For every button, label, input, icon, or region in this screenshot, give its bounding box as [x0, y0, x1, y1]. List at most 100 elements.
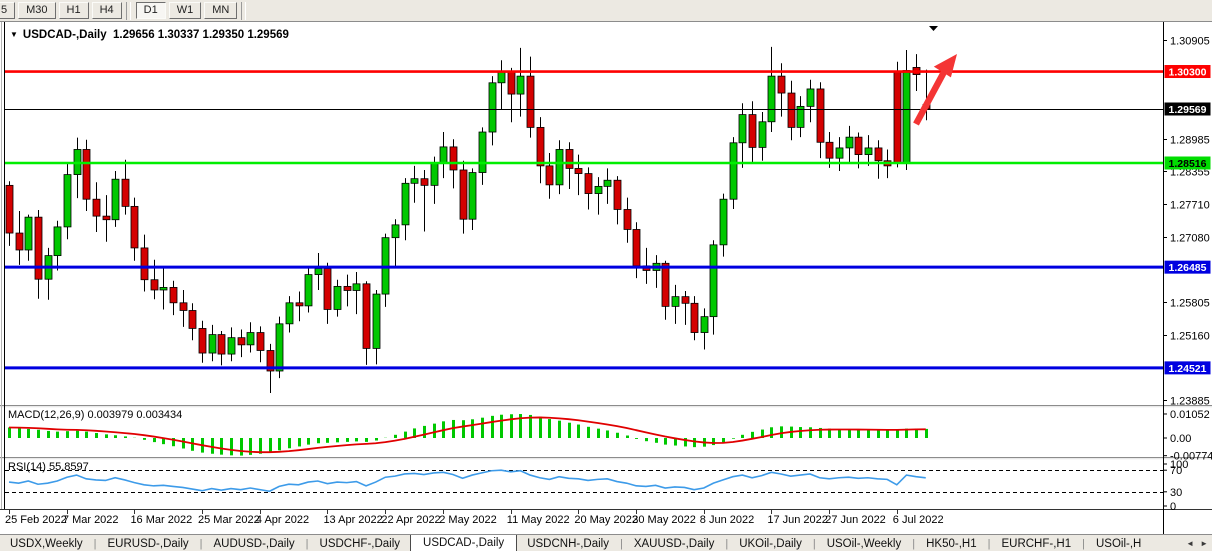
bear-candle — [874, 147, 883, 162]
bull-candle — [603, 179, 612, 187]
price-badge[interactable] — [1164, 156, 1211, 170]
date-label[interactable]: 25 Mar 2022 — [198, 514, 260, 526]
trend-arrow-shaft[interactable] — [913, 70, 947, 126]
bull-candle — [430, 162, 439, 186]
date-label[interactable]: 25 Feb 2022 — [5, 514, 67, 526]
bull-candle — [159, 287, 168, 291]
chart-symbol-label: USDCAD-,Daily — [22, 29, 107, 41]
tab-eurusd-daily[interactable]: EURUSD-,Daily — [107, 538, 189, 550]
date-label[interactable]: 7 Mar 2022 — [63, 514, 119, 526]
tab-ukoil-daily[interactable]: UKOil-,Daily — [739, 538, 802, 550]
tab-scroll-right-icon[interactable]: ► — [1200, 538, 1208, 548]
tab-usdcad-daily[interactable]: USDCAD-,Daily — [410, 535, 518, 551]
bear-candle — [343, 285, 352, 291]
price-badge-label: 1.30300 — [1169, 67, 1207, 79]
date-label[interactable]: 22 Apr 2022 — [381, 514, 440, 526]
bull-candle — [729, 142, 738, 200]
bull-candle — [246, 332, 255, 346]
price-badge-label: 1.24521 — [1169, 363, 1207, 375]
price-badge-label: 1.29569 — [1169, 104, 1207, 116]
tab-scroll-left-icon[interactable]: ◄ — [1186, 538, 1195, 548]
bull-candle — [594, 185, 603, 194]
rsi-scale-label: 30 — [1170, 487, 1182, 499]
toolbar-separator — [125, 1, 131, 20]
bear-candle — [198, 328, 207, 354]
price-tick-label: 1.27710 — [1170, 200, 1210, 212]
price-badge[interactable] — [1164, 361, 1211, 375]
date-label[interactable]: 6 Jul 2022 — [893, 514, 944, 526]
bear-candle — [565, 149, 574, 169]
price-badge-label: 1.26485 — [1169, 262, 1207, 274]
chart-canvas: 1.309051.289851.283551.277101.270801.258… — [0, 22, 1212, 534]
tab-xauusd-daily[interactable]: XAUUSD-,Daily — [633, 538, 715, 550]
timeframe-button-d1[interactable]: D1 — [135, 2, 166, 19]
timeframe-button-h4[interactable]: H4 — [91, 2, 122, 19]
date-label[interactable]: 2 May 2022 — [439, 514, 496, 526]
bear-candle — [169, 287, 178, 304]
trend-arrow-head[interactable] — [933, 54, 957, 78]
bear-candle — [237, 337, 246, 346]
date-label[interactable]: 8 Jun 2022 — [700, 514, 754, 526]
tab-usoil-weekly[interactable]: USOil-,Weekly — [826, 538, 902, 550]
tab-usoil-h[interactable]: USOil-,H — [1095, 538, 1142, 550]
tab-usdx-weekly[interactable]: USDX,Weekly — [10, 538, 83, 550]
macd-scale-label: 0.00 — [1170, 433, 1191, 445]
bull-candle — [304, 274, 313, 307]
timeframe-button-mn[interactable]: MN — [204, 2, 238, 19]
date-label[interactable]: 11 May 2022 — [507, 514, 570, 526]
bear-candle — [661, 262, 670, 307]
chart-shift-marker-icon[interactable] — [929, 26, 938, 31]
price-badge[interactable] — [1164, 102, 1211, 116]
date-label[interactable]: 4 Apr 2022 — [256, 514, 309, 526]
bear-candle — [295, 302, 304, 307]
bear-candle — [690, 302, 699, 333]
bear-candle — [5, 184, 14, 234]
bull-candle — [410, 178, 419, 184]
tab-usdcnh-daily[interactable]: USDCNH-,Daily — [527, 538, 609, 550]
date-label[interactable]: 30 May 2022 — [632, 514, 696, 526]
bull-candle — [208, 334, 217, 354]
price-tick-label: 1.25805 — [1170, 298, 1210, 310]
date-label[interactable]: 13 Apr 2022 — [323, 514, 382, 526]
date-label[interactable]: 27 Jun 2022 — [825, 514, 886, 526]
tab-separator: | — [199, 538, 203, 550]
bull-candle — [53, 226, 62, 257]
macd-scale-label: 0.01052 — [1170, 409, 1210, 421]
bear-candle — [92, 198, 101, 217]
tab-eurchf-h1[interactable]: EURCHF-,H1 — [1001, 538, 1072, 550]
tab-audusd-daily[interactable]: AUDUSD-,Daily — [213, 538, 295, 550]
chart-dropdown-icon[interactable]: ▼ — [10, 30, 18, 39]
bear-candle — [420, 178, 429, 186]
price-badge[interactable] — [1164, 260, 1211, 274]
bull-candle — [796, 105, 805, 128]
price-tick-label: 1.25160 — [1170, 331, 1210, 343]
timeframe-toolbar: 5 M30 H1 H4 D1 W1 MN — [0, 0, 1212, 22]
macd-signal-line — [8, 416, 926, 454]
bull-candle — [391, 224, 400, 239]
timeframe-button-5[interactable]: 5 — [0, 2, 16, 19]
bear-candle — [362, 283, 371, 349]
bear-candle — [748, 114, 757, 148]
bear-candle — [623, 209, 632, 230]
tab-separator: | — [619, 538, 623, 550]
date-label[interactable]: 17 Jun 2022 — [767, 514, 828, 526]
tab-separator: | — [812, 538, 816, 550]
tab-separator: | — [1082, 538, 1085, 550]
tab-separator: | — [725, 538, 729, 550]
bear-candle — [179, 302, 188, 311]
timeframe-button-w1[interactable]: W1 — [168, 2, 202, 19]
rsi-scale-label: 0 — [1170, 501, 1176, 513]
bear-candle — [613, 179, 622, 210]
price-tick-label: 1.28985 — [1170, 135, 1210, 147]
timeframe-button-m30[interactable]: M30 — [18, 2, 56, 19]
tab-separator: | — [987, 538, 991, 550]
price-badge[interactable] — [1164, 65, 1211, 79]
timeframe-button-h1[interactable]: H1 — [58, 2, 89, 19]
tab-usdchf-daily[interactable]: USDCHF-,Daily — [319, 538, 401, 550]
date-label[interactable]: 20 May 2022 — [574, 514, 638, 526]
chart-tab-bar: USDX,Weekly | EURUSD-,Daily | AUDUSD-,Daily |… — [0, 534, 1212, 551]
tab-hk50-h1[interactable]: HK50-,H1 — [926, 538, 977, 550]
rsi-scale-label: 70 — [1170, 465, 1182, 477]
date-label[interactable]: 16 Mar 2022 — [130, 514, 192, 526]
